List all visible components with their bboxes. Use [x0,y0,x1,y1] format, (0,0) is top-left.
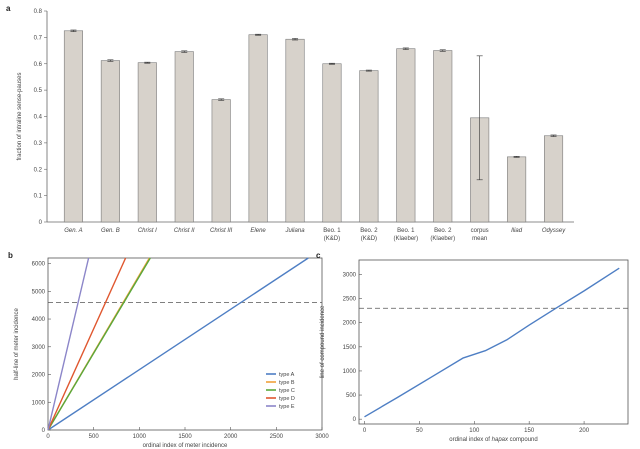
category-label-line2: (K&D) [361,236,377,242]
category-label: Elene [250,228,266,234]
category-label: Christ III [210,228,233,234]
legend-entry: type D [279,396,295,402]
x-axis-label: ordinal index of hapax compound [449,437,537,443]
series-line [364,267,620,418]
x-tick-label: 3000 [315,434,329,440]
category-label: Odyssey [542,228,566,234]
y-tick-label: 0 [353,417,357,423]
y-tick-label: 0.4 [34,115,43,121]
category-label: corpus [471,228,489,234]
category-label: Beo. 1 [323,228,341,234]
panel-a-letter: a [6,4,11,13]
panel-a-bars: Gen. A Gen. B Christ I Christ II Christ III E… [63,29,566,242]
panel-c-plot: 0 50 100 150 200050010001500200025003000ordi… [320,259,629,443]
y-tick-label: 0.2 [34,167,43,173]
y-tick-label: 1000 [343,369,357,375]
x-tick-label: 150 [524,428,535,434]
y-tick-label: 0.6 [34,62,43,68]
bar [322,63,342,223]
panel-c-letter: c [316,251,321,260]
category-label-line2: (Klaeber) [393,236,418,242]
x-tick-label: 1000 [133,434,147,440]
panel-b-plot: 0 500 1000 1500 2000 2500 3000 0 1000 2000 3000 400… [14,257,329,449]
bar [63,30,83,223]
y-tick-label: 0 [39,220,43,226]
bar [285,38,305,223]
y-tick-label: 3000 [343,272,357,278]
legend-entry: type A [279,372,295,378]
y-tick-label: 2000 [32,373,46,379]
category-label-line2: mean [472,236,487,242]
series-fit-dashed [364,267,620,418]
x-tick-label: 50 [416,428,423,434]
series-fit-dashed [47,257,126,431]
category-label: Gen. B [101,228,120,234]
y-tick-label: 4000 [32,317,46,323]
category-label: Christ II [174,228,195,234]
bar [544,135,564,223]
y-tick-label: 5000 [32,289,46,295]
y-axis-label: half-line of meter incidence [14,307,20,379]
category-label-line2: (K&D) [324,236,340,242]
x-tick-label: 1500 [178,434,192,440]
bar [211,99,231,223]
category-label: Juliana [285,228,306,234]
series-fit-dashed [47,257,89,431]
legend-entry: type C [279,388,295,394]
bar [174,51,194,223]
bar [100,60,120,223]
panel-a-bar-chart: a 0 0.1 0.2 0.3 0.4 0.5 0.6 0.7 0.8 fraction of i… [6,4,574,242]
y-tick-label: 500 [346,393,357,399]
y-tick-label: 2000 [343,321,357,327]
category-label: Beo. 1 [397,228,415,234]
bar [507,156,527,223]
bar [248,34,268,223]
category-label: Christ I [138,228,157,234]
x-axis-label: ordinal index of meter incidence [143,443,228,449]
plot-frame [358,259,629,425]
category-label: Beo. 2 [360,228,378,234]
y-axis-label: line of compound incidence [320,305,326,378]
legend-entry: type E [279,404,295,410]
bar [433,50,453,223]
x-tick-label: 2000 [224,434,238,440]
x-tick-label: 500 [89,434,100,440]
y-tick-label: 0.5 [34,88,43,94]
bar [137,62,157,223]
panel-b-letter: b [8,251,13,260]
y-tick-label: 6000 [32,262,46,268]
category-label: Gen. A [64,228,82,234]
series-fit-dashed [47,257,309,431]
panel-b-line-chart: b 0 500 1000 1500 2000 2500 3000 0 1000 2000 3000 4… [8,251,329,449]
y-tick-label: 0.3 [34,141,43,147]
panel-c-line-chart: c 0 50 100 150 200050010001500200025003000or… [316,251,629,443]
y-tick-label: 0.8 [34,9,43,15]
y-tick-label: 0.1 [34,194,43,200]
x-tick-label: 0 [363,428,367,434]
y-tick-label: 2500 [343,297,357,303]
bar [396,48,416,223]
category-label: Iliad [511,228,523,234]
bar [359,70,379,223]
x-tick-label: 100 [469,428,480,434]
x-tick-label: 2500 [270,434,284,440]
y-tick-label: 3000 [32,345,46,351]
x-tick-label: 200 [579,428,590,434]
legend: type A type B type C type D type E [266,372,295,410]
category-label-line2: (Klaeber) [430,236,455,242]
y-tick-label: 0.7 [34,35,43,41]
series-fit-dashed [47,257,151,431]
y-axis-label: fraction of intraline sense-pauses [17,72,23,160]
y-tick-label: 0 [42,428,46,434]
category-label: Beo. 2 [434,228,452,234]
y-tick-label: 1000 [32,400,46,406]
x-tick-label: 0 [46,434,50,440]
y-tick-label: 1500 [343,345,357,351]
legend-entry: type B [279,380,295,386]
